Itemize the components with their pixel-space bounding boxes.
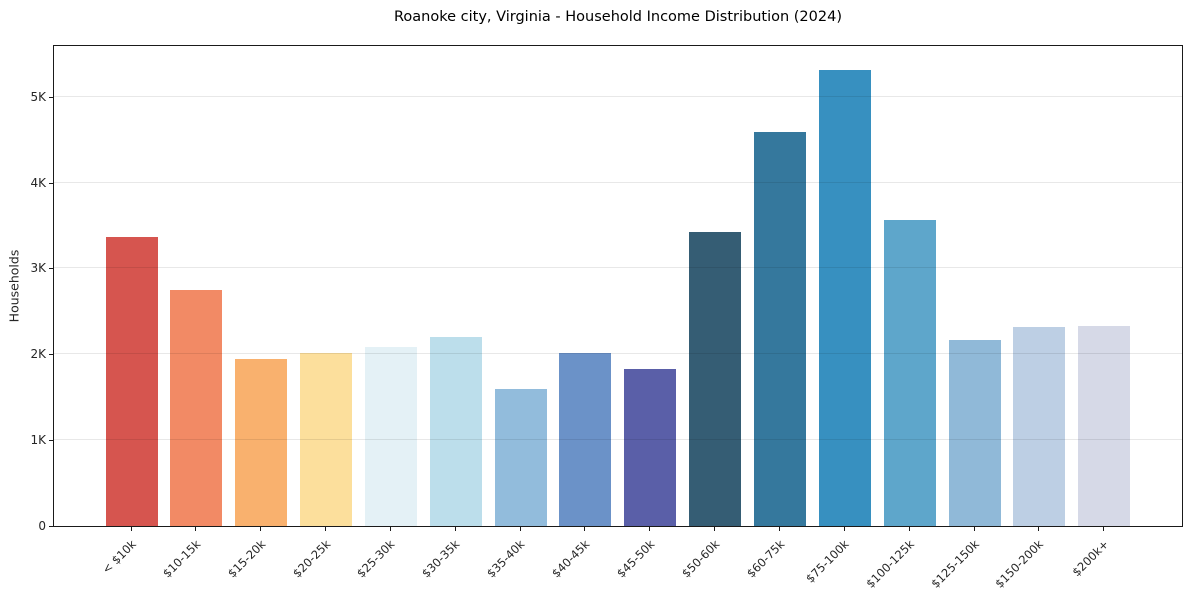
x-tick-label: $15-20k (224, 537, 269, 581)
bar-$60-75k (754, 131, 806, 526)
bar-$45-50k (624, 368, 677, 526)
x-tick-mark (195, 527, 197, 531)
y-tick-mark-4K (49, 182, 53, 184)
x-tick-label: $150-200k (992, 537, 1047, 590)
x-tick-mark (519, 527, 521, 531)
x-tick-label: $40-45k (548, 537, 593, 581)
gridline-4K (54, 181, 1182, 183)
gridline-5K (54, 95, 1182, 97)
bar-$35-40k (494, 388, 547, 526)
bar-$30-35k (429, 337, 482, 526)
x-tick-label: $10-15k (159, 537, 204, 581)
x-tick-label: $60-75k (743, 537, 787, 581)
bar-$25-30k (364, 347, 417, 526)
x-tick-label: $125-150k (927, 537, 982, 590)
y-tick-label-2K: 2K (30, 347, 46, 362)
y-tick-label-5K: 5K (30, 89, 46, 104)
x-tick-label: $20-25k (289, 537, 333, 581)
x-tick-mark (779, 527, 780, 531)
y-tick-mark-5K (49, 96, 53, 98)
x-tick-label: $25-30k (354, 537, 398, 581)
bar-$200k+ (1078, 325, 1131, 526)
x-tick-label: < $10k (98, 537, 139, 577)
x-tick-mark (1038, 527, 1040, 531)
chart-title: Roanoke city, Virginia - Household Incom… (394, 9, 842, 25)
x-tick-mark (584, 527, 586, 531)
x-tick-mark (714, 527, 716, 531)
x-tick-mark (649, 527, 651, 531)
x-tick-label: $35-40k (484, 537, 528, 581)
x-tick-mark (389, 527, 391, 531)
x-tick-mark (130, 527, 132, 531)
y-tick-mark-2K (49, 354, 53, 356)
bar-$40-45k (559, 352, 612, 526)
x-tick-label: $45-50k (613, 537, 658, 581)
bar-$100-125k (883, 220, 936, 526)
y-tick-label-3K: 3K (30, 261, 46, 276)
x-tick-label: $200k+ (1069, 537, 1112, 580)
y-tick-label-4K: 4K (30, 175, 46, 190)
bar-$125-150k (948, 339, 1001, 526)
bar-< $10k (105, 236, 158, 526)
bar-$10-15k (170, 289, 223, 526)
gridline-3K (54, 267, 1182, 269)
y-tick-label-1K: 1K (30, 433, 46, 448)
bar-$50-60k (689, 232, 742, 526)
x-tick-mark (908, 527, 910, 531)
x-tick-mark (260, 527, 262, 531)
bar-$15-20k (235, 358, 288, 526)
y-tick-mark-0 (49, 526, 53, 527)
plot-area (53, 45, 1183, 527)
x-tick-mark (454, 527, 456, 531)
x-tick-label: $75-100k (803, 537, 852, 586)
x-tick-label: $100-125k (862, 537, 917, 590)
y-tick-label-0: 0 (38, 519, 46, 533)
x-tick-mark (1103, 527, 1105, 531)
bar-$20-25k (300, 353, 353, 526)
gridline-2K (54, 353, 1182, 355)
x-tick-label: $30-35k (419, 537, 463, 581)
x-tick-mark (843, 527, 845, 531)
gridline-1K (54, 439, 1182, 441)
y-tick-mark-3K (49, 268, 53, 270)
y-tick-mark-1K (49, 440, 53, 442)
x-tick-mark (325, 527, 327, 531)
bar-$150-200k (1013, 326, 1066, 526)
x-tick-mark (973, 527, 975, 531)
x-tick-label: $50-60k (678, 537, 723, 581)
bar-$75-100k (818, 70, 871, 526)
